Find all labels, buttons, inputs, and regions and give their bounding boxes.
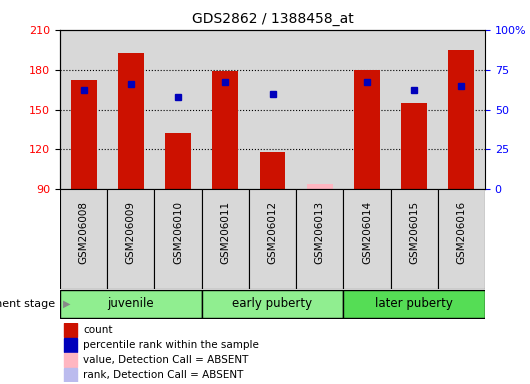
FancyBboxPatch shape — [343, 290, 485, 318]
Bar — [260, 152, 286, 189]
FancyBboxPatch shape — [154, 189, 202, 289]
Bar — [343, 30, 391, 189]
FancyBboxPatch shape — [343, 189, 391, 289]
Bar — [60, 30, 107, 189]
Text: percentile rank within the sample: percentile rank within the sample — [83, 340, 259, 350]
Bar — [401, 103, 427, 189]
Text: ▶: ▶ — [63, 299, 70, 309]
Text: development stage: development stage — [0, 299, 55, 309]
Text: GSM206014: GSM206014 — [362, 201, 372, 264]
Bar — [391, 30, 438, 189]
Bar — [64, 367, 77, 382]
Text: GSM206008: GSM206008 — [78, 201, 89, 264]
Text: early puberty: early puberty — [233, 298, 313, 311]
Text: juvenile: juvenile — [108, 298, 154, 311]
FancyBboxPatch shape — [249, 189, 296, 289]
Text: GSM206009: GSM206009 — [126, 201, 136, 264]
Bar — [107, 30, 154, 189]
FancyBboxPatch shape — [391, 189, 438, 289]
FancyBboxPatch shape — [296, 189, 343, 289]
Bar — [70, 80, 96, 189]
Bar — [64, 353, 77, 367]
Title: GDS2862 / 1388458_at: GDS2862 / 1388458_at — [192, 12, 354, 26]
Bar — [165, 133, 191, 189]
Bar — [64, 323, 77, 338]
Bar — [213, 71, 238, 189]
Bar — [296, 30, 343, 189]
Bar — [202, 30, 249, 189]
FancyBboxPatch shape — [438, 189, 485, 289]
Bar — [438, 30, 485, 189]
Bar — [448, 50, 474, 189]
Bar — [118, 53, 144, 189]
FancyBboxPatch shape — [60, 290, 202, 318]
FancyBboxPatch shape — [60, 189, 107, 289]
Bar — [249, 30, 296, 189]
Text: GSM206016: GSM206016 — [456, 201, 466, 264]
Text: GSM206015: GSM206015 — [409, 201, 419, 264]
Bar — [307, 184, 333, 189]
FancyBboxPatch shape — [202, 290, 343, 318]
Text: GSM206011: GSM206011 — [220, 201, 230, 264]
Bar — [154, 30, 202, 189]
Text: value, Detection Call = ABSENT: value, Detection Call = ABSENT — [83, 355, 249, 365]
Text: rank, Detection Call = ABSENT: rank, Detection Call = ABSENT — [83, 370, 244, 380]
Bar — [354, 70, 380, 189]
Text: GSM206013: GSM206013 — [315, 201, 325, 264]
Text: GSM206012: GSM206012 — [268, 201, 278, 264]
FancyBboxPatch shape — [107, 189, 154, 289]
Text: GSM206010: GSM206010 — [173, 201, 183, 264]
Text: later puberty: later puberty — [375, 298, 453, 311]
Text: count: count — [83, 325, 113, 335]
Bar — [64, 338, 77, 352]
FancyBboxPatch shape — [202, 189, 249, 289]
